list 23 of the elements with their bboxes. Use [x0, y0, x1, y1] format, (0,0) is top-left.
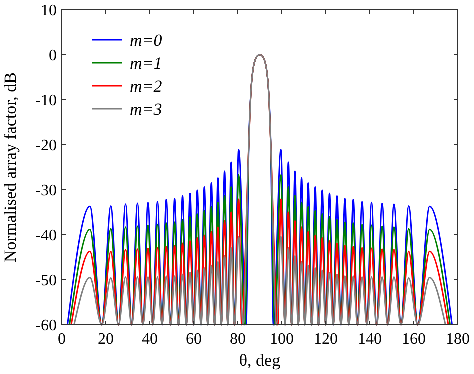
- x-tick-label: 120: [314, 331, 338, 348]
- x-tick-label: 20: [98, 331, 114, 348]
- y-tick-label: -40: [36, 228, 57, 245]
- legend-label: m=3: [130, 100, 162, 119]
- x-tick-label: 100: [270, 331, 294, 348]
- x-tick-label: 180: [446, 331, 470, 348]
- legend-label: m=2: [130, 76, 163, 96]
- y-axis-title: Normalised array factor, dB: [1, 72, 20, 263]
- y-tick-label: -30: [36, 182, 57, 200]
- legend-label: m=0: [130, 30, 163, 50]
- x-axis-title: θ, deg: [239, 351, 282, 370]
- y-tick-label: -10: [36, 92, 57, 110]
- y-tick-label: -20: [36, 138, 57, 155]
- x-tick-label: 60: [186, 331, 202, 348]
- y-tick-label: -60: [36, 318, 57, 335]
- x-tick-label: 80: [230, 331, 246, 348]
- x-tick-label: 40: [142, 331, 158, 348]
- y-tick-label: 10: [41, 2, 57, 20]
- y-tick-label: 0: [49, 48, 57, 65]
- x-tick-label: 160: [402, 331, 426, 348]
- x-tick-label: 140: [358, 331, 382, 348]
- legend-label: m=1: [130, 54, 162, 73]
- y-tick-label: -50: [36, 272, 57, 290]
